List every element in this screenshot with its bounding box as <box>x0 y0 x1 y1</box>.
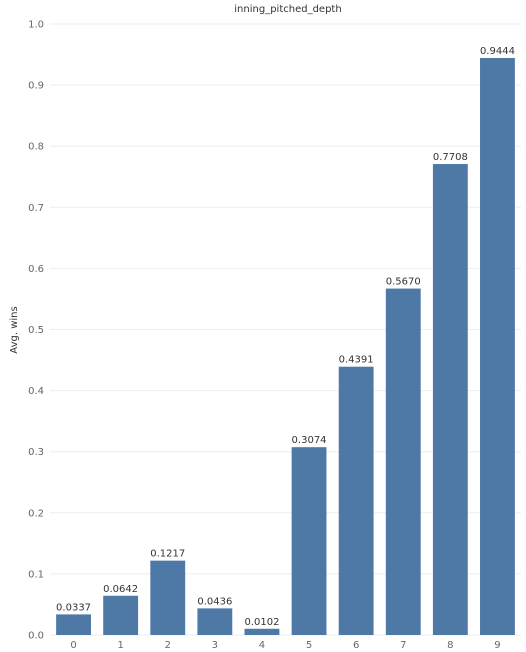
bar <box>338 366 374 635</box>
bar <box>291 447 327 635</box>
y-axis-title: Avg. wins <box>9 306 20 353</box>
y-tick-label: 0.8 <box>28 142 44 153</box>
x-tick-label: 7 <box>400 640 406 651</box>
x-tick-label: 1 <box>117 640 123 651</box>
y-axis-ticks: 0.0 0.1 0.2 0.3 0.4 0.5 0.6 0.7 0.8 0.9 1.0 <box>28 20 44 642</box>
x-tick-label: 5 <box>306 640 312 651</box>
y-tick-label: 0.2 <box>28 508 44 519</box>
y-tick-label: 0.9 <box>28 81 44 92</box>
x-tick-label: 6 <box>353 640 359 651</box>
chart-title: inning_pitched_depth <box>234 4 341 15</box>
y-tick-label: 0.5 <box>28 325 44 336</box>
bar <box>103 595 139 635</box>
data-label: 0.5670 <box>386 277 421 288</box>
bar <box>480 57 515 635</box>
y-tick-label: 0.0 <box>28 631 44 642</box>
bars <box>56 57 515 635</box>
data-label: 0.0102 <box>244 617 279 628</box>
data-label: 0.0436 <box>197 596 232 607</box>
data-label: 0.7708 <box>433 152 468 163</box>
x-tick-label: 3 <box>212 640 218 651</box>
y-tick-label: 0.4 <box>28 386 44 397</box>
x-tick-label: 8 <box>447 640 453 651</box>
x-tick-label: 4 <box>259 640 265 651</box>
x-tick-label: 0 <box>70 640 76 651</box>
bar <box>56 614 91 635</box>
data-labels: 0.0337 0.0642 0.1217 0.0436 0.0102 0.3074 0.43… <box>56 46 515 628</box>
y-tick-label: 0.6 <box>28 264 44 275</box>
x-axis-ticks: 0 1 2 3 4 5 6 7 8 9 <box>70 640 500 651</box>
y-tick-label: 0.3 <box>28 447 44 458</box>
data-label: 0.0337 <box>56 602 91 613</box>
data-label: 0.1217 <box>150 549 185 560</box>
data-label: 0.3074 <box>292 435 327 446</box>
bar <box>385 288 421 635</box>
y-tick-label: 0.7 <box>28 203 44 214</box>
bar <box>197 608 233 635</box>
x-tick-label: 9 <box>494 640 500 651</box>
y-tick-label: 0.1 <box>28 569 44 580</box>
gridlines <box>50 23 521 636</box>
y-tick-label: 1.0 <box>28 20 44 31</box>
data-label: 0.9444 <box>480 46 515 57</box>
bar <box>150 560 186 635</box>
data-label: 0.0642 <box>103 584 138 595</box>
data-label: 0.4391 <box>339 355 374 366</box>
x-tick-label: 2 <box>165 640 171 651</box>
bar <box>244 628 280 635</box>
bar <box>432 164 468 635</box>
